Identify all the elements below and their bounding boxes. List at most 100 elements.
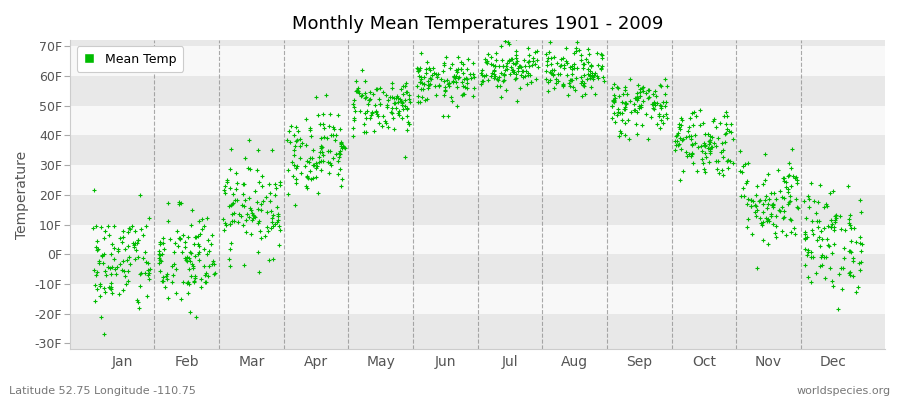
Point — [614, 130, 628, 136]
Point — [251, 269, 266, 275]
Point — [254, 235, 268, 241]
Point — [607, 110, 621, 116]
Point — [450, 102, 464, 109]
Point — [827, 212, 842, 219]
Point — [809, 210, 824, 216]
Point — [194, 276, 208, 282]
Point — [349, 78, 364, 85]
Point — [784, 229, 798, 236]
Point — [638, 111, 652, 117]
Point — [420, 85, 435, 92]
Point — [153, 268, 167, 274]
Point — [685, 110, 699, 116]
Point — [363, 96, 377, 102]
Point — [495, 63, 509, 70]
Point — [449, 67, 464, 74]
Point — [310, 174, 324, 180]
Point — [446, 73, 461, 79]
Point — [387, 100, 401, 106]
Point — [380, 104, 394, 110]
Point — [685, 140, 699, 147]
Point — [226, 218, 240, 224]
Point — [346, 124, 360, 131]
Point — [231, 211, 246, 218]
Point — [784, 217, 798, 223]
Point — [107, 255, 122, 262]
Bar — [70, 284, 885, 314]
Point — [187, 279, 202, 285]
Point — [122, 224, 137, 231]
Point — [320, 158, 335, 165]
Bar — [70, 135, 885, 165]
Point — [418, 66, 433, 72]
Point — [357, 128, 372, 135]
Point — [521, 59, 535, 65]
Point — [176, 231, 190, 238]
Point — [744, 231, 759, 237]
Point — [421, 82, 436, 88]
Point — [499, 63, 513, 70]
Point — [634, 84, 649, 91]
Point — [306, 162, 320, 168]
Point — [280, 137, 294, 144]
Point — [357, 121, 372, 127]
Point — [200, 251, 214, 258]
Point — [762, 218, 777, 224]
Point — [508, 76, 522, 82]
Point — [90, 269, 104, 275]
Point — [391, 95, 405, 101]
Point — [824, 278, 839, 284]
Point — [358, 129, 373, 136]
Point — [685, 142, 699, 148]
Point — [486, 61, 500, 68]
Point — [543, 49, 557, 56]
Point — [544, 67, 559, 73]
Point — [682, 151, 697, 157]
Point — [183, 258, 197, 264]
Point — [642, 94, 656, 100]
Point — [400, 113, 414, 119]
Point — [428, 82, 443, 89]
Point — [333, 166, 347, 172]
Point — [761, 171, 776, 177]
Point — [475, 72, 490, 78]
Point — [335, 176, 349, 183]
Point — [237, 203, 251, 209]
Point — [617, 120, 632, 126]
Point — [245, 210, 259, 216]
Point — [130, 298, 145, 305]
Point — [855, 241, 869, 248]
Point — [459, 74, 473, 81]
Point — [618, 100, 633, 106]
Point — [706, 118, 720, 124]
Point — [284, 159, 299, 165]
Point — [778, 184, 793, 191]
Point — [716, 147, 730, 153]
Point — [765, 201, 779, 208]
Point — [526, 54, 540, 61]
Point — [412, 67, 427, 73]
Point — [282, 128, 296, 134]
Point — [398, 83, 412, 89]
Point — [638, 90, 652, 96]
Point — [396, 83, 410, 89]
Point — [184, 272, 198, 279]
Point — [192, 257, 206, 263]
Point — [425, 72, 439, 78]
Point — [187, 234, 202, 240]
Point — [629, 94, 643, 101]
Point — [414, 74, 428, 80]
Point — [556, 82, 571, 88]
Point — [508, 52, 523, 58]
Point — [769, 196, 783, 202]
Point — [686, 122, 700, 128]
Point — [265, 147, 279, 153]
Point — [760, 204, 775, 211]
Point — [113, 235, 128, 241]
Point — [358, 90, 373, 96]
Point — [126, 240, 140, 246]
Point — [519, 68, 534, 74]
Point — [572, 47, 587, 54]
Point — [396, 106, 410, 112]
Point — [609, 112, 624, 119]
